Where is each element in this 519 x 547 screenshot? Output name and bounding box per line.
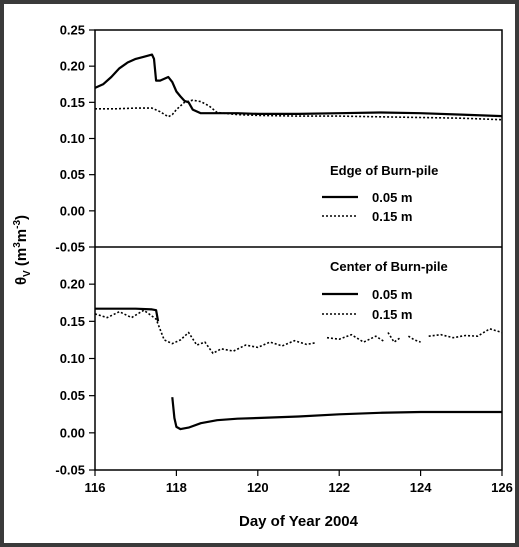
legend-label: 0.05 m <box>372 190 412 205</box>
y-tick-label: 0.10 <box>60 131 85 146</box>
series-line-dotted <box>326 333 385 343</box>
legend-title: Edge of Burn-pile <box>330 163 438 178</box>
y-tick-label: 0.00 <box>60 425 85 440</box>
x-tick-label: 122 <box>328 480 350 495</box>
legends: Edge of Burn-pile 0.05 m 0.15 m Center of B… <box>322 163 448 322</box>
axis-ticks <box>89 29 503 476</box>
x-tick-label: 124 <box>410 480 432 495</box>
series-line-dotted <box>407 335 421 343</box>
x-tick-label: 116 <box>85 480 106 495</box>
y-tick-label: 0.10 <box>60 351 85 366</box>
x-tick-label: 126 <box>491 480 513 495</box>
y-axis-units-suffix: ) <box>13 215 30 220</box>
chart-svg: -0.05 0.00 0.05 0.10 0.15 0.20 0.25 -0.05 0.00 0.… <box>12 23 513 531</box>
x-axis-title: Day of Year 2004 <box>239 513 359 530</box>
series-line-solid <box>171 397 502 431</box>
legend-label: 0.05 m <box>372 287 412 302</box>
y-tick-label: 0.20 <box>60 277 85 292</box>
plot-frame <box>94 29 503 471</box>
y-axis-units-prefix: (m <box>13 248 30 271</box>
y-axis-units-sup2: -3 <box>12 220 23 229</box>
y-tick-label: 0.05 <box>60 388 85 403</box>
y-tick-label: -0.05 <box>55 463 85 478</box>
y-axis-units-sup1: 3 <box>12 242 23 248</box>
x-tick-label: 120 <box>247 480 269 495</box>
series-line-solid <box>94 53 503 118</box>
y-tick-label: 0.15 <box>60 314 85 329</box>
y-tick-label: 0.25 <box>60 23 85 38</box>
y-axis-subscript: V <box>22 270 33 277</box>
y-axis-units-mid: m <box>13 229 30 242</box>
y-tick-label: 0.05 <box>60 167 85 182</box>
legend-label: 0.15 m <box>372 209 412 224</box>
data-lines <box>94 53 503 431</box>
series-line-dotted <box>94 309 315 355</box>
series-line-dotted <box>428 327 503 339</box>
series-line-solid <box>95 307 160 322</box>
series-line-dotted <box>95 99 503 121</box>
y-tick-label: 0.00 <box>60 203 85 218</box>
tick-labels: -0.05 0.00 0.05 0.10 0.15 0.20 0.25 -0.05 0.00 0.… <box>55 23 512 496</box>
x-tick-label: 118 <box>166 480 187 495</box>
y-axis-symbol: θ <box>13 277 30 285</box>
figure: -0.05 0.00 0.05 0.10 0.15 0.20 0.25 -0.05 0.00 0.… <box>4 4 515 543</box>
legend-label: 0.15 m <box>372 307 412 322</box>
legend-title: Center of Burn-pile <box>330 259 448 274</box>
y-tick-label: 0.20 <box>60 59 85 74</box>
series-line-dotted <box>387 332 401 343</box>
y-tick-label: -0.05 <box>55 240 85 255</box>
y-tick-label: 0.15 <box>60 95 85 110</box>
y-axis-title: θV (m3m-3) <box>12 215 33 285</box>
